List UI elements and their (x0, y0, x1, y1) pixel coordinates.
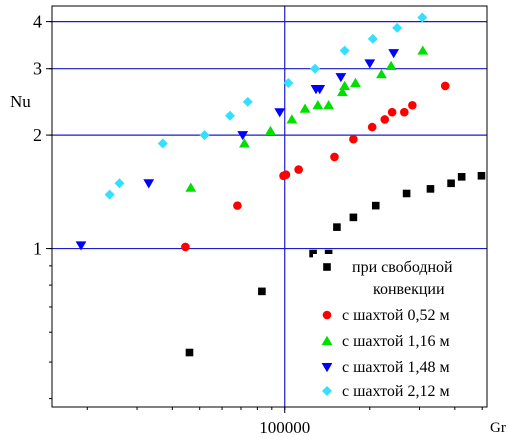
data-point (364, 59, 376, 69)
data-point (114, 178, 125, 189)
data-point (185, 182, 197, 192)
data-point (388, 49, 400, 59)
data-point (323, 100, 335, 110)
axis-ticks: 1 2 3 4 100000 (33, 12, 483, 437)
data-point (387, 107, 397, 117)
legend-entry-4: с шахтой 1,48 м (321, 359, 450, 376)
legend-marker (321, 335, 333, 345)
legend-entry-1: при свободной конвекции (323, 259, 453, 298)
series-2 (181, 81, 450, 252)
data-point (417, 45, 429, 55)
data-point (310, 63, 321, 74)
y-tick-label: 1 (33, 239, 42, 259)
data-point (286, 114, 298, 124)
data-point (299, 103, 311, 113)
x-tick-label: 100000 (259, 418, 310, 437)
legend-label: с шахтой 1,16 м (342, 333, 450, 350)
legend: при свободной конвекции с шахтой 0,52 м с ш… (313, 254, 486, 406)
series-1 (185, 171, 486, 357)
legend-entry-2: с шахтой 0,52 м (322, 307, 450, 324)
legend-label: с шахтой 1,48 м (342, 359, 450, 376)
data-point (314, 85, 326, 95)
data-point (294, 165, 303, 174)
data-point (281, 170, 291, 180)
data-point (339, 45, 350, 56)
y-tick-label: 2 (33, 125, 42, 145)
y-tick-label: 3 (33, 59, 42, 79)
legend-label: конвекции (373, 281, 445, 298)
data-points (75, 12, 486, 357)
data-point (181, 242, 190, 252)
data-point (376, 69, 387, 79)
data-point (426, 185, 435, 193)
series-4 (75, 49, 400, 251)
data-point (239, 138, 250, 148)
legend-marker (321, 363, 333, 373)
data-point (380, 115, 390, 124)
data-point (157, 138, 168, 149)
legend-marker (322, 386, 332, 396)
data-point (242, 96, 253, 107)
data-point (265, 125, 276, 136)
y-axis-label: Nu (10, 92, 31, 111)
data-point (440, 81, 450, 91)
data-point (400, 107, 409, 117)
legend-marker (323, 263, 331, 271)
data-point (258, 287, 266, 296)
data-point (185, 348, 194, 357)
data-point (417, 12, 428, 23)
data-point (447, 179, 455, 188)
y-tick-label: 4 (33, 12, 42, 32)
data-point (477, 171, 486, 180)
data-point (333, 223, 341, 231)
data-point (408, 100, 417, 110)
legend-entry-3: с шахтой 1,16 м (321, 333, 450, 350)
data-point (339, 80, 351, 90)
data-point (237, 131, 249, 141)
data-point (350, 77, 361, 87)
data-point (143, 179, 155, 189)
data-point (75, 241, 87, 251)
data-point (309, 249, 317, 258)
data-point (367, 122, 377, 132)
plot-frame (51, 5, 488, 408)
legend-label: с шахтой 2,12 м (342, 383, 450, 400)
data-point (337, 86, 348, 97)
data-point (324, 249, 333, 258)
data-point (349, 213, 358, 222)
axis-labels: Nu Gr (10, 92, 506, 436)
legend-label: при свободной (352, 259, 453, 276)
data-point (371, 201, 380, 210)
data-point (457, 173, 466, 181)
grid (52, 6, 487, 407)
data-point (224, 110, 235, 121)
legend-background (313, 254, 486, 406)
data-point (233, 201, 242, 210)
data-point (330, 152, 339, 162)
x-axis-label: Gr (490, 420, 506, 436)
data-point (312, 100, 324, 110)
data-point (349, 134, 358, 144)
data-point (392, 22, 403, 33)
data-point (104, 189, 115, 200)
data-point (402, 189, 411, 198)
legend-entry-5: с шахтой 2,12 м (322, 383, 450, 400)
data-point (385, 60, 397, 71)
data-point (335, 73, 347, 83)
legend-marker (322, 310, 332, 320)
series-3 (185, 45, 429, 192)
legend-label: с шахтой 0,52 м (342, 307, 450, 324)
series-5 (104, 12, 428, 200)
data-point (274, 108, 286, 118)
data-point (367, 33, 378, 44)
data-point (199, 130, 210, 141)
data-point (283, 77, 294, 88)
